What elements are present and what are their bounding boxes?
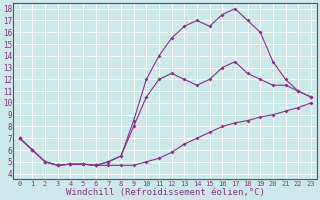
X-axis label: Windchill (Refroidissement éolien,°C): Windchill (Refroidissement éolien,°C)	[66, 188, 265, 197]
